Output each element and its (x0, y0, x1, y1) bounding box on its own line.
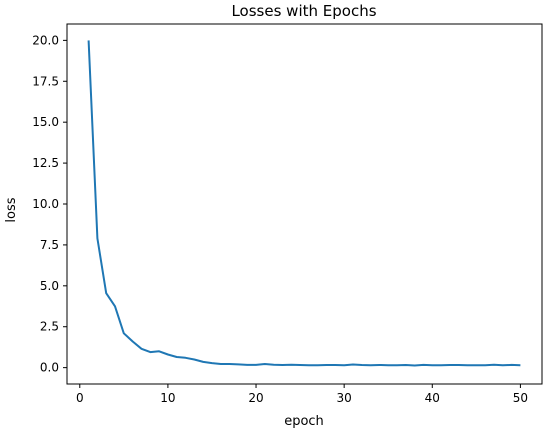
x-tick-label: 20 (248, 391, 263, 405)
x-tick-label: 50 (513, 391, 528, 405)
y-tick-label: 15.0 (32, 115, 59, 129)
y-tick-label: 2.5 (40, 320, 59, 334)
x-tick-label: 40 (425, 391, 440, 405)
y-tick-label: 10.0 (32, 197, 59, 211)
y-axis-ticks: 0.0 2.5 5.0 7.5 10.0 12.5 15.0 17.5 20.0 (32, 33, 67, 375)
y-axis-label: loss (4, 197, 19, 222)
plot-area (66, 23, 543, 385)
x-tick-label: 30 (337, 391, 352, 405)
plot-frame (66, 23, 543, 385)
x-axis-ticks: 0 10 20 30 40 50 (76, 384, 528, 405)
y-tick-label: 20.0 (32, 33, 59, 47)
y-tick-label: 5.0 (40, 279, 59, 293)
chart-title: Losses with Epochs (231, 2, 376, 20)
x-tick-label: 10 (160, 391, 175, 405)
series-line-0 (87, 40, 521, 367)
x-tick-label: 0 (76, 391, 84, 405)
y-tick-label: 0.0 (40, 361, 59, 375)
y-tick-label: 7.5 (40, 238, 59, 252)
y-tick-label: 17.5 (32, 74, 59, 88)
y-tick-label: 12.5 (32, 156, 59, 170)
x-axis-label: epoch (284, 414, 324, 429)
